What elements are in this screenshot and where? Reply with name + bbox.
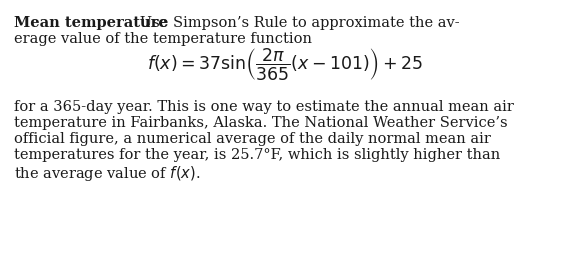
Text: Use Simpson’s Rule to approximate the av-: Use Simpson’s Rule to approximate the av… — [126, 16, 460, 30]
Text: Mean temperature: Mean temperature — [14, 16, 168, 30]
Text: erage value of the temperature function: erage value of the temperature function — [14, 32, 312, 46]
Text: $f(x) = 37 \sin\!\left(\dfrac{2\pi}{365}(x - 101)\right) + 25$: $f(x) = 37 \sin\!\left(\dfrac{2\pi}{365}… — [147, 46, 423, 82]
Text: for a 365-day year. This is one way to estimate the annual mean air: for a 365-day year. This is one way to e… — [14, 100, 514, 114]
Text: official figure, a numerical average of the daily normal mean air: official figure, a numerical average of … — [14, 132, 491, 146]
Text: temperatures for the year, is 25.7°F, which is slightly higher than: temperatures for the year, is 25.7°F, wh… — [14, 148, 500, 162]
Text: the average value of $f(x)$.: the average value of $f(x)$. — [14, 164, 200, 183]
Text: temperature in Fairbanks, Alaska. The National Weather Service’s: temperature in Fairbanks, Alaska. The Na… — [14, 116, 508, 130]
